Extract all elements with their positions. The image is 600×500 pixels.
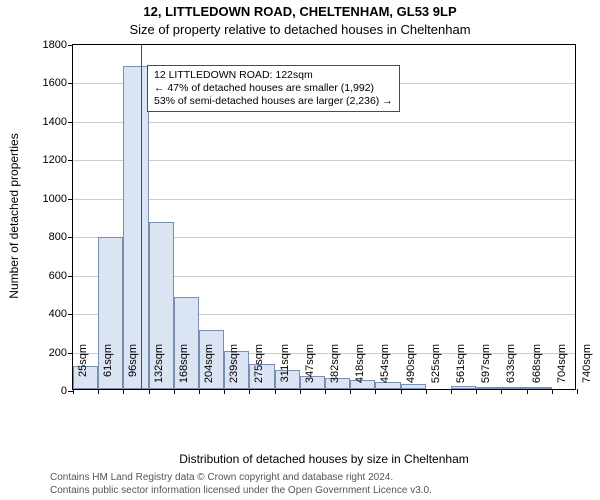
x-tick — [325, 389, 326, 394]
x-tick-label: 740sqm — [581, 344, 593, 399]
annotation-box: 12 LITTLEDOWN ROAD: 122sqm← 47% of detac… — [147, 65, 400, 112]
y-tick-label: 1600 — [43, 77, 73, 89]
x-axis-label: Distribution of detached houses by size … — [72, 452, 576, 466]
histogram-bar — [123, 66, 148, 389]
x-tick — [350, 389, 351, 394]
x-tick — [527, 389, 528, 394]
annotation-line: ← 47% of detached houses are smaller (1,… — [154, 82, 393, 95]
chart-area: 02004006008001000120014001600180025sqm61… — [72, 44, 576, 390]
y-tick-label: 600 — [49, 270, 73, 282]
y-tick-label: 400 — [49, 308, 73, 320]
y-tick-label: 1000 — [43, 193, 73, 205]
x-tick-label: 704sqm — [556, 344, 568, 399]
x-tick — [174, 389, 175, 394]
x-tick — [426, 389, 427, 394]
x-tick — [224, 389, 225, 394]
x-tick-label: 204sqm — [203, 344, 215, 399]
x-tick-label: 382sqm — [329, 344, 341, 399]
x-tick — [476, 389, 477, 394]
figure-root: 12, LITTLEDOWN ROAD, CHELTENHAM, GL53 9L… — [0, 0, 600, 500]
y-axis-label: Number of detached properties — [7, 106, 21, 326]
x-tick — [501, 389, 502, 394]
x-tick — [300, 389, 301, 394]
x-tick — [275, 389, 276, 394]
x-tick-label: 490sqm — [405, 344, 417, 399]
y-tick-label: 0 — [61, 385, 73, 397]
footer-line-1: Contains HM Land Registry data © Crown c… — [50, 472, 393, 483]
x-tick-label: 597sqm — [480, 344, 492, 399]
y-tick-label: 200 — [49, 347, 73, 359]
x-tick — [401, 389, 402, 394]
x-tick-label: 525sqm — [430, 344, 442, 399]
plot-area: 02004006008001000120014001600180025sqm61… — [72, 44, 576, 390]
x-tick — [577, 389, 578, 394]
property-marker-line — [141, 45, 142, 389]
y-tick-label: 1800 — [43, 39, 73, 51]
x-tick-label: 347sqm — [304, 344, 316, 399]
x-tick-label: 132sqm — [153, 344, 165, 399]
footer-line-2: Contains public sector information licen… — [50, 485, 432, 496]
x-tick — [249, 389, 250, 394]
y-tick-label: 1200 — [43, 154, 73, 166]
x-tick-label: 668sqm — [531, 344, 543, 399]
x-tick-label: 239sqm — [228, 344, 240, 399]
x-tick — [73, 389, 74, 394]
x-tick — [552, 389, 553, 394]
annotation-line: 53% of semi-detached houses are larger (… — [154, 95, 393, 108]
x-tick-label: 418sqm — [354, 344, 366, 399]
x-tick — [375, 389, 376, 394]
y-tick-label: 800 — [49, 231, 73, 243]
x-tick-label: 168sqm — [178, 344, 190, 399]
annotation-line: 12 LITTLEDOWN ROAD: 122sqm — [154, 69, 393, 82]
x-tick-label: 454sqm — [379, 344, 391, 399]
x-tick-label: 96sqm — [127, 344, 139, 399]
y-tick-label: 1400 — [43, 116, 73, 128]
x-tick-label: 633sqm — [505, 344, 517, 399]
x-tick-label: 61sqm — [102, 344, 114, 399]
x-tick — [149, 389, 150, 394]
x-tick — [123, 389, 124, 394]
x-tick — [451, 389, 452, 394]
x-tick-label: 311sqm — [279, 344, 291, 399]
page-subtitle: Size of property relative to detached ho… — [0, 22, 600, 37]
page-title: 12, LITTLEDOWN ROAD, CHELTENHAM, GL53 9L… — [0, 4, 600, 19]
x-tick — [98, 389, 99, 394]
x-tick — [199, 389, 200, 394]
x-tick-label: 561sqm — [455, 344, 467, 399]
x-tick-label: 275sqm — [253, 344, 265, 399]
x-tick-label: 25sqm — [77, 344, 89, 399]
